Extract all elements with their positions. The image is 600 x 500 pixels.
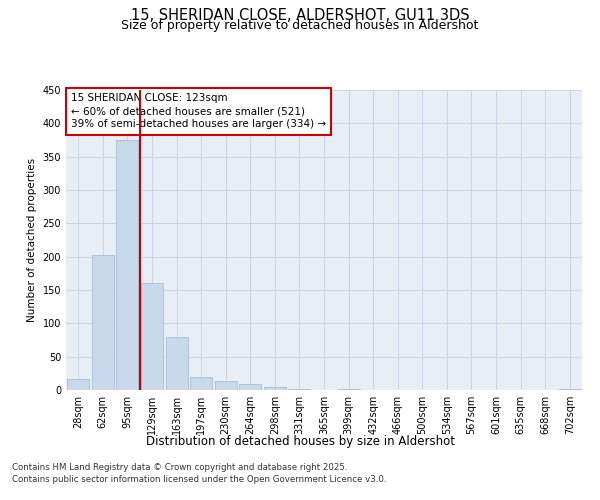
Bar [190,376,212,390]
Bar [141,284,163,390]
Bar [239,384,262,390]
Text: 15 SHERIDAN CLOSE: 123sqm
← 60% of detached houses are smaller (521)
39% of semi: 15 SHERIDAN CLOSE: 123sqm ← 60% of detac… [71,93,326,130]
Bar [116,140,139,390]
Bar [215,380,237,390]
Bar [92,256,114,390]
Bar [289,388,310,390]
Text: Contains public sector information licensed under the Open Government Licence v3: Contains public sector information licen… [12,474,386,484]
Bar [67,378,89,390]
Y-axis label: Number of detached properties: Number of detached properties [27,158,37,322]
Text: Size of property relative to detached houses in Aldershot: Size of property relative to detached ho… [121,19,479,32]
Text: 15, SHERIDAN CLOSE, ALDERSHOT, GU11 3DS: 15, SHERIDAN CLOSE, ALDERSHOT, GU11 3DS [131,8,469,22]
Text: Contains HM Land Registry data © Crown copyright and database right 2025.: Contains HM Land Registry data © Crown c… [12,464,347,472]
Bar [166,336,188,390]
Bar [264,386,286,390]
Text: Distribution of detached houses by size in Aldershot: Distribution of detached houses by size … [146,435,455,448]
